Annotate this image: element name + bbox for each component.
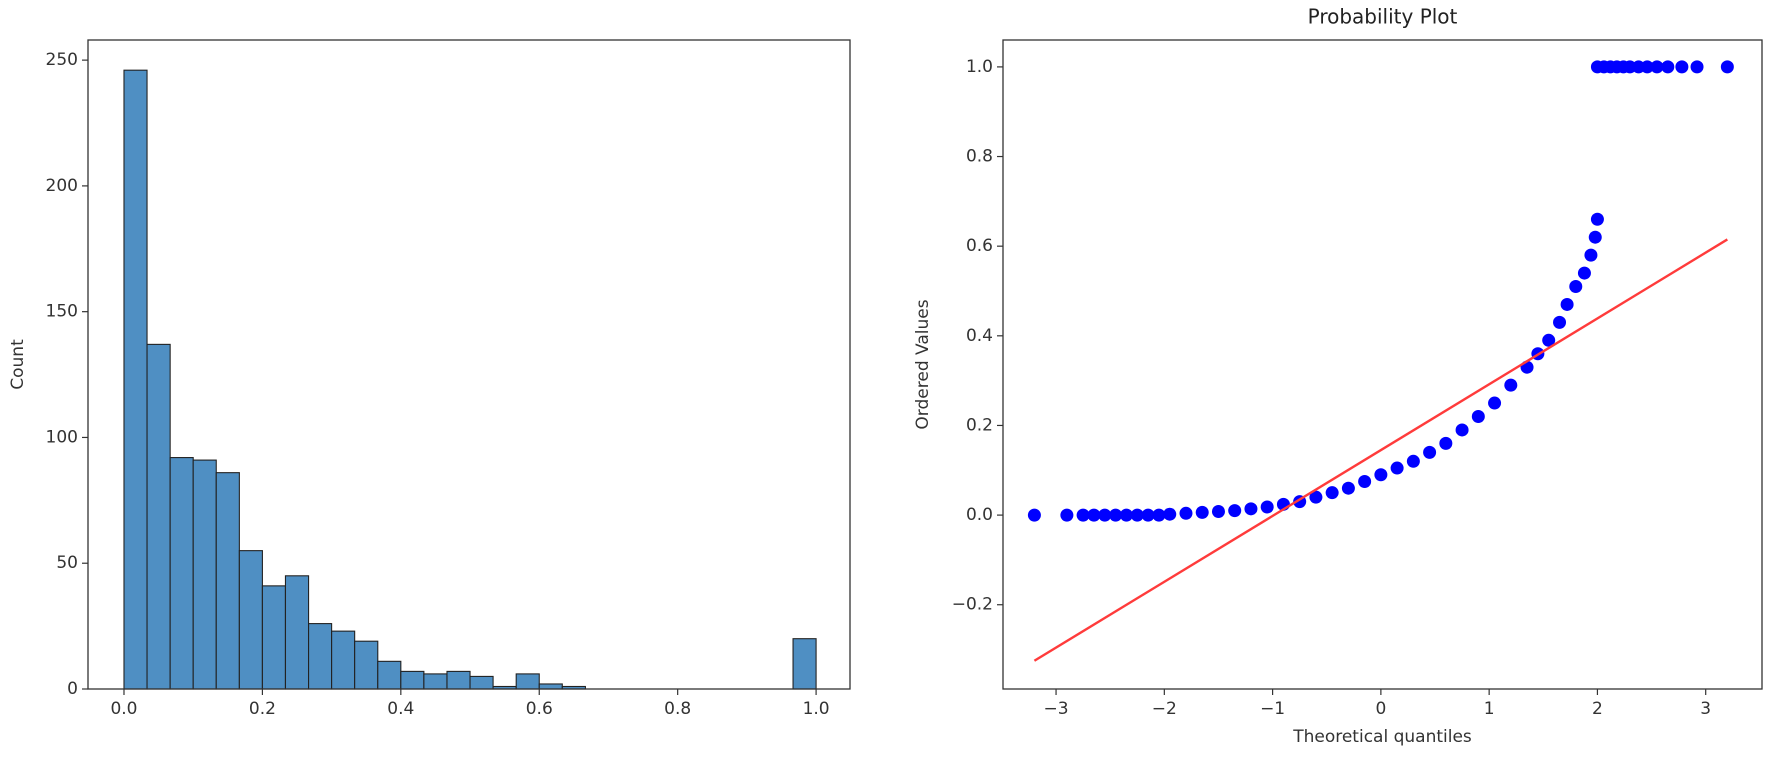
data-point <box>1584 248 1598 262</box>
data-point <box>1325 486 1339 500</box>
data-point <box>1060 508 1074 522</box>
x-axis-label: Theoretical quantiles <box>1292 727 1472 747</box>
data-point <box>1640 60 1654 74</box>
data-point <box>1098 508 1112 522</box>
y-tick-label: 150 <box>46 302 78 322</box>
data-point <box>1087 508 1101 522</box>
histogram-bar <box>792 638 817 690</box>
histogram-bar <box>331 630 356 690</box>
x-tick-label: 0.4 <box>387 699 414 719</box>
data-point <box>1076 508 1090 522</box>
data-point <box>1152 508 1166 522</box>
y-tick-label: 0.6 <box>966 236 993 256</box>
y-tick-label: 0.8 <box>966 147 993 167</box>
x-tick-label: 0.8 <box>664 699 691 719</box>
data-point <box>1588 230 1602 244</box>
histogram-bar <box>400 670 425 690</box>
data-point <box>1244 502 1258 516</box>
y-tick-label: 1.0 <box>966 57 993 77</box>
x-tick-label: 0.6 <box>526 699 553 719</box>
x-tick-label: 1 <box>1484 699 1495 719</box>
histogram-bar <box>308 623 333 690</box>
chart-title: Probability Plot <box>1308 5 1458 29</box>
data-point <box>1119 508 1133 522</box>
data-point <box>1141 508 1155 522</box>
data-point <box>1504 378 1518 392</box>
data-point <box>1309 490 1323 504</box>
x-tick-label: 0.2 <box>249 699 276 719</box>
data-point <box>1163 507 1177 521</box>
histogram-bar <box>446 670 471 690</box>
data-point <box>1260 500 1274 514</box>
y-tick-label: −0.2 <box>952 595 993 615</box>
data-point <box>1650 60 1664 74</box>
x-tick-label: −1 <box>1260 699 1285 719</box>
y-axis-label: Ordered Values <box>913 299 933 429</box>
histogram-bar <box>538 683 563 690</box>
histogram-bar <box>284 575 310 690</box>
histogram-bar <box>215 472 240 690</box>
x-tick-label: 0.0 <box>110 699 137 719</box>
x-tick-label: −3 <box>1044 699 1069 719</box>
y-tick-label: 50 <box>56 553 78 573</box>
x-tick-label: 3 <box>1700 699 1711 719</box>
data-point <box>1675 60 1689 74</box>
x-tick-label: 2 <box>1592 699 1603 719</box>
histogram-bar <box>377 660 402 690</box>
y-tick-label: 250 <box>46 50 78 70</box>
data-point <box>1720 60 1734 74</box>
data-point <box>1471 409 1485 423</box>
data-point <box>1455 423 1469 437</box>
data-point <box>1211 505 1225 519</box>
y-axis-label: Count <box>8 339 28 390</box>
data-point <box>1569 280 1583 294</box>
data-point <box>1560 297 1574 311</box>
x-tick-label: −2 <box>1152 699 1177 719</box>
histogram-bar <box>469 675 494 690</box>
y-tick-label: 100 <box>46 427 78 447</box>
histogram-bar <box>423 673 448 690</box>
data-point <box>1406 454 1420 468</box>
data-point <box>1109 508 1123 522</box>
data-point <box>1358 474 1372 488</box>
histogram-bar <box>146 343 171 690</box>
data-point <box>1179 506 1193 520</box>
axes-frame <box>87 39 851 690</box>
data-point <box>1423 445 1437 459</box>
axes-frame <box>1002 39 1763 690</box>
histogram-bar <box>261 585 287 690</box>
data-point <box>1661 60 1675 74</box>
y-tick-label: 0.2 <box>966 415 993 435</box>
histogram-bar <box>238 550 263 690</box>
data-point <box>1553 315 1567 329</box>
data-point <box>1577 266 1591 280</box>
x-tick-label: 0 <box>1375 699 1386 719</box>
x-tick-label: 1.0 <box>803 699 830 719</box>
histogram-bar <box>354 640 379 690</box>
data-point <box>1690 60 1704 74</box>
data-point <box>1341 481 1355 495</box>
y-tick-label: 0.0 <box>966 505 993 525</box>
y-tick-label: 0 <box>67 679 78 699</box>
histogram-bar <box>192 459 217 690</box>
data-point <box>1228 504 1242 518</box>
data-point <box>1027 508 1041 522</box>
histogram-bar <box>169 457 194 690</box>
data-point <box>1374 468 1388 482</box>
data-point <box>1195 505 1209 519</box>
y-tick-label: 200 <box>46 176 78 196</box>
histogram-bar <box>515 673 540 690</box>
fit-line <box>1033 238 1728 662</box>
data-point <box>1439 436 1453 450</box>
data-point <box>1130 508 1144 522</box>
data-point <box>1590 212 1604 226</box>
data-point <box>1390 461 1404 475</box>
histogram-bar <box>123 69 148 690</box>
data-point <box>1488 396 1502 410</box>
y-tick-label: 0.4 <box>966 326 993 346</box>
data-point <box>1542 333 1556 347</box>
